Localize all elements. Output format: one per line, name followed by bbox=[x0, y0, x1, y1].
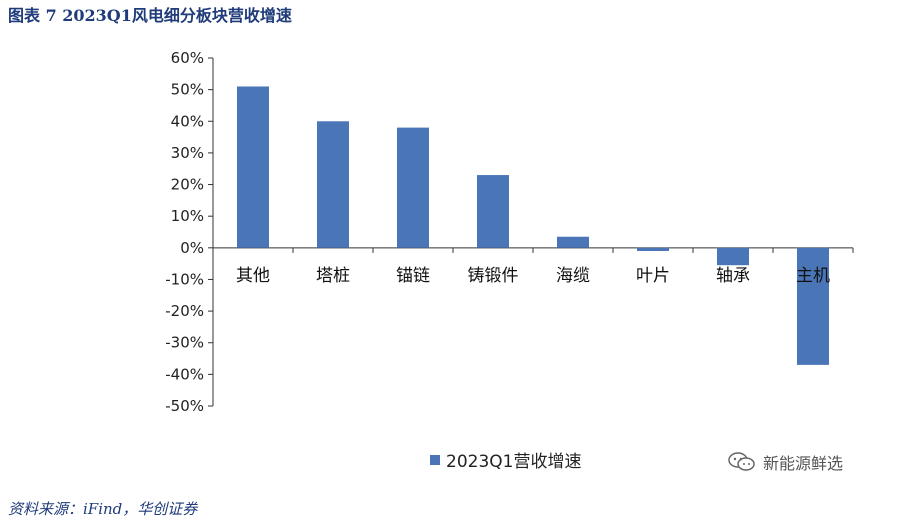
watermark: 新能源鲜选 bbox=[727, 450, 843, 474]
y-tick-label: -50% bbox=[165, 397, 204, 415]
y-tick-label: 20% bbox=[171, 176, 204, 194]
wechat-icon bbox=[728, 452, 755, 471]
bar-6 bbox=[717, 247, 749, 266]
legend-label: 2023Q1营收增速 bbox=[446, 452, 582, 472]
legend: 2023Q1营收增速 bbox=[430, 447, 581, 472]
watermark-text: 新能源鲜选 bbox=[763, 454, 844, 473]
bar-5 bbox=[637, 247, 669, 251]
category-label: 海缆 bbox=[556, 266, 590, 286]
category-label: 主机 bbox=[796, 266, 830, 286]
category-label: 叶片 bbox=[636, 266, 670, 286]
bars bbox=[237, 86, 829, 365]
category-label: 塔桩 bbox=[316, 266, 350, 286]
y-tick-label: 0% bbox=[180, 239, 204, 257]
category-label: 锚链 bbox=[396, 266, 430, 286]
y-tick-label: -20% bbox=[165, 302, 204, 320]
bar-2 bbox=[397, 127, 429, 248]
bar-4 bbox=[557, 236, 589, 248]
category-label: 铸锻件 bbox=[468, 266, 519, 286]
y-tick-label: 50% bbox=[171, 81, 204, 99]
y-axis: 60% 50% 40% 30% 20% 10% 0% -10% -20% -30% -40% -50% bbox=[165, 49, 214, 415]
category-label: 其他 bbox=[236, 266, 270, 286]
y-tick-label: 40% bbox=[171, 112, 204, 130]
y-tick-label: -30% bbox=[165, 334, 204, 352]
bar-7 bbox=[797, 247, 829, 365]
y-tick-label: -10% bbox=[165, 270, 204, 288]
y-tick-label: -40% bbox=[165, 365, 204, 383]
source-note: 资料来源：iFind，华创证券 bbox=[8, 500, 198, 518]
legend-swatch bbox=[430, 454, 440, 465]
figure-title: 图表 7 2023Q1风电细分板块营收增速 bbox=[8, 6, 292, 25]
y-tick-label: 10% bbox=[171, 207, 204, 225]
bar-1 bbox=[317, 121, 349, 248]
category-labels: 其他 塔桩 锚链 铸锻件 海缆 叶片 轴承 主机 bbox=[236, 266, 830, 286]
bar-3 bbox=[477, 175, 509, 248]
category-label: 轴承 bbox=[716, 266, 750, 286]
bar-0 bbox=[237, 86, 269, 248]
y-tick-label: 60% bbox=[171, 49, 204, 67]
x-axis bbox=[212, 247, 854, 253]
y-tick-label: 30% bbox=[171, 144, 204, 162]
